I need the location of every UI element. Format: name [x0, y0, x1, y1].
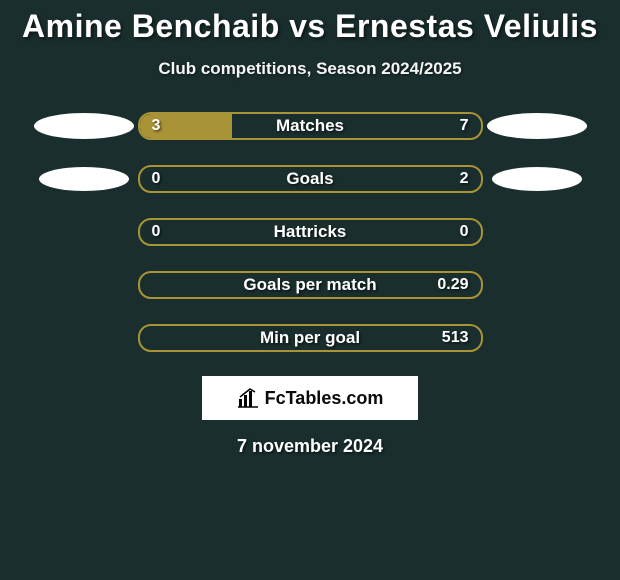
- stat-label: Goals: [140, 167, 481, 191]
- stat-label: Goals per match: [140, 273, 481, 297]
- stat-bar: 3 Matches 7: [138, 112, 483, 140]
- stat-row-matches: 3 Matches 7: [0, 111, 620, 141]
- brand-label: FcTables.com: [265, 388, 384, 409]
- stat-value-right: 7: [460, 114, 469, 138]
- stat-value-right: 513: [442, 326, 469, 350]
- page-title: Amine Benchaib vs Ernestas Veliulis: [0, 8, 620, 45]
- stat-bar: Min per goal 513: [138, 324, 483, 352]
- team-logo-left: [30, 113, 138, 139]
- stat-row-goals-per-match: Goals per match 0.29: [0, 270, 620, 300]
- stat-row-min-per-goal: Min per goal 513: [0, 323, 620, 353]
- brand-box[interactable]: FcTables.com: [202, 376, 418, 420]
- stat-value-right: 0: [460, 220, 469, 244]
- stat-value-right: 0.29: [437, 273, 468, 297]
- stat-bar: Goals per match 0.29: [138, 271, 483, 299]
- stat-label: Hattricks: [140, 220, 481, 244]
- stat-row-goals: 0 Goals 2: [0, 164, 620, 194]
- team-logo-right: [483, 113, 591, 139]
- team-logo-left: [30, 167, 138, 191]
- ellipse-icon: [487, 113, 587, 139]
- stat-label: Matches: [140, 114, 481, 138]
- ellipse-icon: [492, 167, 582, 191]
- team-logo-right: [483, 167, 591, 191]
- subtitle: Club competitions, Season 2024/2025: [0, 59, 620, 79]
- stat-row-hattricks: 0 Hattricks 0: [0, 217, 620, 247]
- stat-bar: 0 Goals 2: [138, 165, 483, 193]
- date-label: 7 november 2024: [0, 436, 620, 457]
- ellipse-icon: [34, 113, 134, 139]
- bar-chart-icon: [237, 388, 259, 408]
- stat-bar: 0 Hattricks 0: [138, 218, 483, 246]
- stat-value-right: 2: [460, 167, 469, 191]
- ellipse-icon: [39, 167, 129, 191]
- stat-label: Min per goal: [140, 326, 481, 350]
- comparison-container: Amine Benchaib vs Ernestas Veliulis Club…: [0, 0, 620, 457]
